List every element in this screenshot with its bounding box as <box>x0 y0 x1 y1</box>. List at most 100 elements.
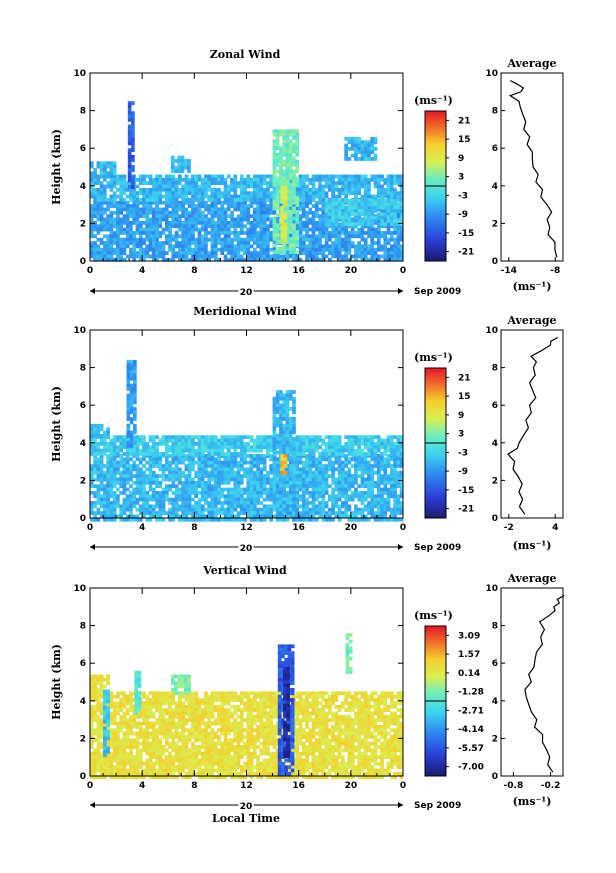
echo-cell <box>148 198 153 202</box>
echo-cell <box>132 454 137 458</box>
echo-cell <box>363 202 368 207</box>
echo-cell <box>344 205 348 210</box>
echo-cell <box>204 448 208 453</box>
echo-cell <box>262 200 267 205</box>
echo-cell <box>187 517 192 522</box>
echo-cell <box>122 220 127 225</box>
echo-cell <box>380 494 384 499</box>
echo-cell <box>389 205 394 210</box>
echo-cell <box>370 234 375 239</box>
echo-cell <box>266 187 270 192</box>
echo-cell <box>184 177 189 182</box>
echo-cell <box>210 177 215 182</box>
echo-cell <box>357 219 362 223</box>
echo-cell <box>373 517 378 522</box>
echo-cell <box>151 477 156 482</box>
echo-cell <box>373 227 378 232</box>
echo-cell <box>217 237 221 242</box>
echo-cell <box>328 222 332 227</box>
echo-cell <box>155 477 159 482</box>
echo-cell <box>295 507 300 512</box>
echo-cell <box>164 237 169 242</box>
echo-cell <box>207 477 212 482</box>
echo-cell <box>292 464 296 468</box>
echo-cell <box>282 183 287 187</box>
echo-cell <box>220 491 225 495</box>
echo-cell <box>135 241 140 245</box>
echo-cell <box>331 234 335 239</box>
echo-cell <box>223 477 228 482</box>
echo-cell <box>236 217 241 222</box>
echo-cell <box>178 200 182 205</box>
echo-cell <box>116 435 120 440</box>
echo-cell <box>285 169 290 174</box>
echo-cell <box>158 460 163 465</box>
echo-cell <box>314 491 319 495</box>
echo-cell <box>357 222 362 227</box>
echo-cell <box>239 435 244 440</box>
echo-cell <box>341 231 345 235</box>
echo-cell <box>266 191 270 196</box>
echo-cell <box>119 177 123 182</box>
echo-cell <box>174 477 179 482</box>
echo-cell <box>324 205 329 210</box>
echo-cell <box>350 438 355 443</box>
echo-cell <box>129 198 133 202</box>
echo-cell <box>96 507 101 512</box>
echo-cell <box>96 484 101 489</box>
echo-cell <box>321 452 326 456</box>
echo-cell <box>112 210 117 215</box>
echo-cell <box>161 194 166 199</box>
echo-cell <box>272 454 277 458</box>
echo-cell <box>337 191 342 196</box>
echo-cell <box>396 174 401 179</box>
echo-cell <box>370 445 375 450</box>
echo-cell <box>314 224 319 229</box>
echo-cell <box>158 438 163 443</box>
echo-cell <box>272 159 277 164</box>
echo-cell <box>357 507 362 512</box>
echo-cell <box>122 452 127 456</box>
echo-cell <box>184 237 189 242</box>
echo-cell <box>135 484 140 489</box>
echo-cell <box>135 467 140 472</box>
echo-cell <box>370 194 375 199</box>
echo-cell <box>145 460 150 465</box>
echo-cell <box>331 187 335 192</box>
echo-cell <box>318 474 322 478</box>
echo-cell <box>311 210 316 215</box>
echo-cell <box>138 187 143 192</box>
echo-cell <box>148 452 153 456</box>
echo-cell <box>93 501 97 505</box>
echo-cell <box>266 445 270 450</box>
echo-cell <box>90 517 94 522</box>
echo-cell <box>341 184 345 189</box>
echo-cell <box>389 454 394 458</box>
echo-cell <box>298 477 303 482</box>
echo-cell <box>354 480 358 485</box>
echo-cell <box>275 139 280 144</box>
echo-cell <box>383 497 388 502</box>
echo-cell <box>90 448 94 453</box>
echo-cell <box>161 454 166 458</box>
echo-cell <box>380 457 384 462</box>
echo-cell <box>308 210 313 215</box>
echo-cell <box>269 494 273 499</box>
echo-cell <box>204 460 208 465</box>
echo-cell <box>275 199 280 204</box>
echo-cell <box>301 234 306 239</box>
echo-cell <box>226 187 231 192</box>
echo-cell <box>249 237 254 242</box>
echo-cell <box>131 158 135 163</box>
echo-cell <box>200 224 205 229</box>
echo-cell <box>197 241 202 245</box>
echo-cell <box>181 241 185 245</box>
echo-cell <box>223 198 228 202</box>
echo-cell <box>256 187 260 192</box>
echo-cell <box>119 251 123 255</box>
echo-cell <box>180 165 185 170</box>
echo-cell <box>155 247 159 252</box>
echo-cell <box>109 241 114 245</box>
echo-cell <box>213 198 218 202</box>
echo-cell <box>207 457 212 462</box>
